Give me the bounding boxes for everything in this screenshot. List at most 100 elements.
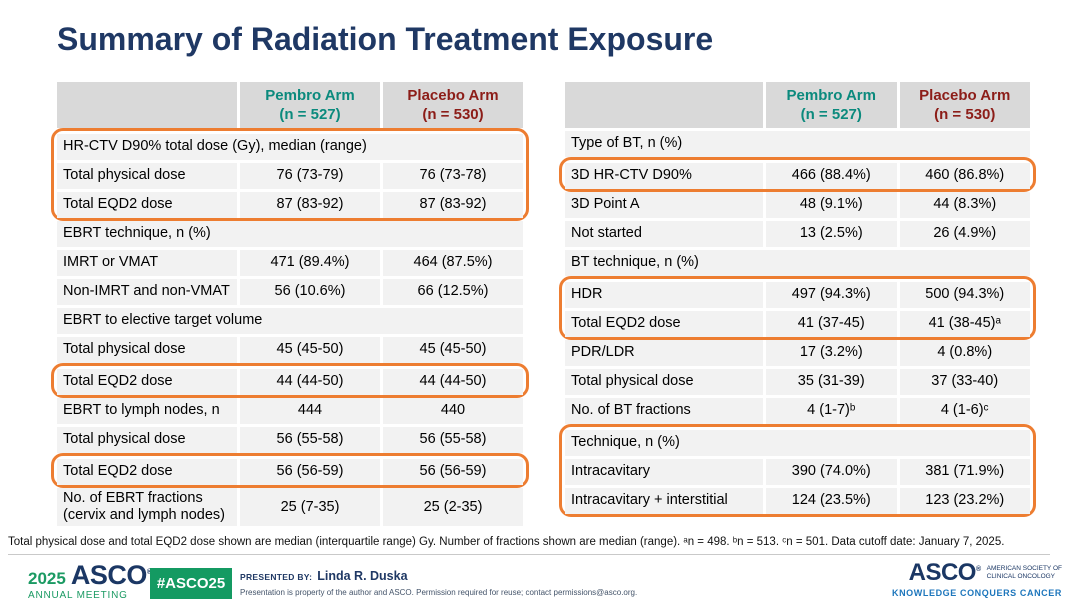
- row-label: Intracavitary + interstitial: [565, 488, 763, 514]
- pembro-arm-name: Pembro Arm: [265, 86, 355, 104]
- row-label: BT technique, n (%): [565, 250, 1030, 276]
- page-title: Summary of Radiation Treatment Exposure: [57, 21, 714, 57]
- row-value: 390 (74.0%): [766, 459, 897, 485]
- right-table: Pembro Arm (n = 527) Placebo Arm (n = 53…: [559, 82, 1036, 526]
- section-row: HR-CTV D90% total dose (Gy), median (ran…: [57, 134, 523, 160]
- table-row: EBRT to lymph nodes, n 444 440: [57, 398, 523, 424]
- row-value: 381 (71.9%): [899, 459, 1030, 485]
- section-row: EBRT technique, n (%): [57, 221, 523, 247]
- row-value: 466 (88.4%): [766, 163, 897, 189]
- row-value: 460 (86.8%): [899, 163, 1030, 189]
- row-value: 87 (83-92): [240, 192, 380, 218]
- left-table-header: Pembro Arm (n = 527) Placebo Arm (n = 53…: [57, 82, 523, 128]
- presented-by-label: PRESENTED BY:: [240, 572, 313, 582]
- row-value: 35 (31-39): [766, 369, 897, 395]
- row-value: 500 (94.3%): [899, 282, 1030, 308]
- placebo-arm-n: (n = 530): [422, 106, 484, 123]
- row-value: 497 (94.3%): [766, 282, 897, 308]
- row-value: 48 (9.1%): [766, 192, 897, 218]
- column-header-pembro: Pembro Arm (n = 527): [240, 82, 380, 128]
- left-table-body: HR-CTV D90% total dose (Gy), median (ran…: [51, 128, 529, 527]
- presenter-name: Linda R. Duska: [317, 569, 408, 583]
- row-value: 44 (44-50): [240, 369, 380, 395]
- row-label: Non-IMRT and non-VMAT: [57, 279, 237, 305]
- table-row: Total EQD2 dose 44 (44-50) 44 (44-50): [57, 369, 523, 395]
- row-label: No. of EBRT fractions (cervix and lymph …: [57, 488, 237, 527]
- placebo-arm-name: Placebo Arm: [919, 86, 1011, 104]
- row-value: 41 (38-45)ᵃ: [899, 311, 1030, 337]
- registered-mark: ®: [147, 569, 152, 576]
- row-value: 56 (55-58): [240, 427, 380, 453]
- highlight-box: 3D HR-CTV D90% 466 (88.4%) 460 (86.8%): [559, 157, 1036, 192]
- row-label: No. of BT fractions: [565, 398, 763, 424]
- registered-mark: ®: [975, 566, 981, 573]
- row-label: Total physical dose: [565, 369, 763, 395]
- row-label: IMRT or VMAT: [57, 250, 237, 276]
- asco-annual-meeting-logo: 2025 ASCO® ANNUAL MEETING: [28, 562, 152, 602]
- row-label: Intracavitary: [565, 459, 763, 485]
- table-row: Intracavitary 390 (74.0%) 381 (71.9%): [565, 459, 1030, 485]
- row-label: Type of BT, n (%): [565, 131, 1030, 157]
- row-value: 76 (73-78): [383, 163, 523, 189]
- row-value: 87 (83-92): [383, 192, 523, 218]
- row-value: 37 (33-40): [899, 369, 1030, 395]
- table-row: Intracavitary + interstitial 124 (23.5%) 1…: [565, 488, 1030, 514]
- table-row: No. of EBRT fractions (cervix and lymph …: [57, 488, 523, 527]
- row-label: Total EQD2 dose: [565, 311, 763, 337]
- row-value: 4 (1-7)ᵇ: [766, 398, 897, 424]
- highlight-box: HDR 497 (94.3%) 500 (94.3%) Total EQD2 dose…: [559, 276, 1036, 340]
- row-label: EBRT technique, n (%): [57, 221, 523, 247]
- left-table: Pembro Arm (n = 527) Placebo Arm (n = 53…: [51, 82, 529, 527]
- pembro-arm-n: (n = 527): [800, 106, 862, 123]
- column-header-placebo: Placebo Arm (n = 530): [899, 82, 1030, 128]
- highlight-box: HR-CTV D90% total dose (Gy), median (ran…: [51, 128, 529, 221]
- section-row: Technique, n (%): [565, 430, 1030, 456]
- row-label: Total physical dose: [57, 427, 237, 453]
- row-label: HDR: [565, 282, 763, 308]
- presented-by-block: PRESENTED BY: Linda R. Duska Presentatio…: [240, 569, 637, 597]
- empty-header-cell: [57, 82, 237, 128]
- row-value: 4 (0.8%): [899, 340, 1030, 366]
- table-row: Total physical dose 76 (73-79) 76 (73-78): [57, 163, 523, 189]
- placebo-arm-n: (n = 530): [934, 106, 996, 123]
- column-header-placebo: Placebo Arm (n = 530): [383, 82, 523, 128]
- right-table-header: Pembro Arm (n = 527) Placebo Arm (n = 53…: [565, 82, 1030, 128]
- row-label: Technique, n (%): [565, 430, 1030, 456]
- row-label: 3D HR-CTV D90%: [565, 163, 763, 189]
- tables-area: Pembro Arm (n = 527) Placebo Arm (n = 53…: [51, 82, 1036, 527]
- row-label: EBRT to elective target volume: [57, 308, 523, 334]
- row-value: 44 (8.3%): [899, 192, 1030, 218]
- empty-header-cell: [565, 82, 763, 128]
- row-value: 76 (73-79): [240, 163, 380, 189]
- pembro-arm-n: (n = 527): [279, 106, 341, 123]
- table-row: Total EQD2 dose 56 (56-59) 56 (56-59): [57, 459, 523, 485]
- table-row: Total physical dose 35 (31-39) 37 (33-40): [565, 369, 1030, 395]
- table-row: Total EQD2 dose 41 (37-45) 41 (38-45)ᵃ: [565, 311, 1030, 337]
- row-label: Total physical dose: [57, 163, 237, 189]
- asco-tagline: KNOWLEDGE CONQUERS CANCER: [891, 587, 1062, 598]
- row-value: 26 (4.9%): [899, 221, 1030, 247]
- footnote: Total physical dose and total EQD2 dose …: [8, 536, 1005, 548]
- table-row: Non-IMRT and non-VMAT 56 (10.6%) 66 (12.5%…: [57, 279, 523, 305]
- row-value: 41 (37-45): [766, 311, 897, 337]
- column-header-pembro: Pembro Arm (n = 527): [766, 82, 897, 128]
- section-row: Type of BT, n (%): [565, 131, 1030, 157]
- row-label: HR-CTV D90% total dose (Gy), median (ran…: [57, 134, 523, 160]
- row-value: 56 (56-59): [383, 459, 523, 485]
- highlight-box: Technique, n (%) Intracavitary 390 (74.0%)…: [559, 424, 1036, 517]
- row-value: 444: [240, 398, 380, 424]
- annual-meeting-label: ANNUAL MEETING: [28, 590, 128, 601]
- row-value: 44 (44-50): [383, 369, 523, 395]
- table-row: Total EQD2 dose 87 (83-92) 87 (83-92): [57, 192, 523, 218]
- row-value: 13 (2.5%): [766, 221, 897, 247]
- row-label: 3D Point A: [565, 192, 763, 218]
- row-label: Total EQD2 dose: [57, 459, 237, 485]
- row-value: 56 (56-59): [240, 459, 380, 485]
- row-value: 4 (1-6)ᶜ: [899, 398, 1030, 424]
- disclaimer-text: Presentation is property of the author a…: [240, 588, 638, 597]
- row-value: 471 (89.4%): [240, 250, 380, 276]
- row-label: Total EQD2 dose: [57, 192, 237, 218]
- table-row: 3D HR-CTV D90% 466 (88.4%) 460 (86.8%): [565, 163, 1030, 189]
- asco-wordmark: ASCO®: [71, 562, 152, 589]
